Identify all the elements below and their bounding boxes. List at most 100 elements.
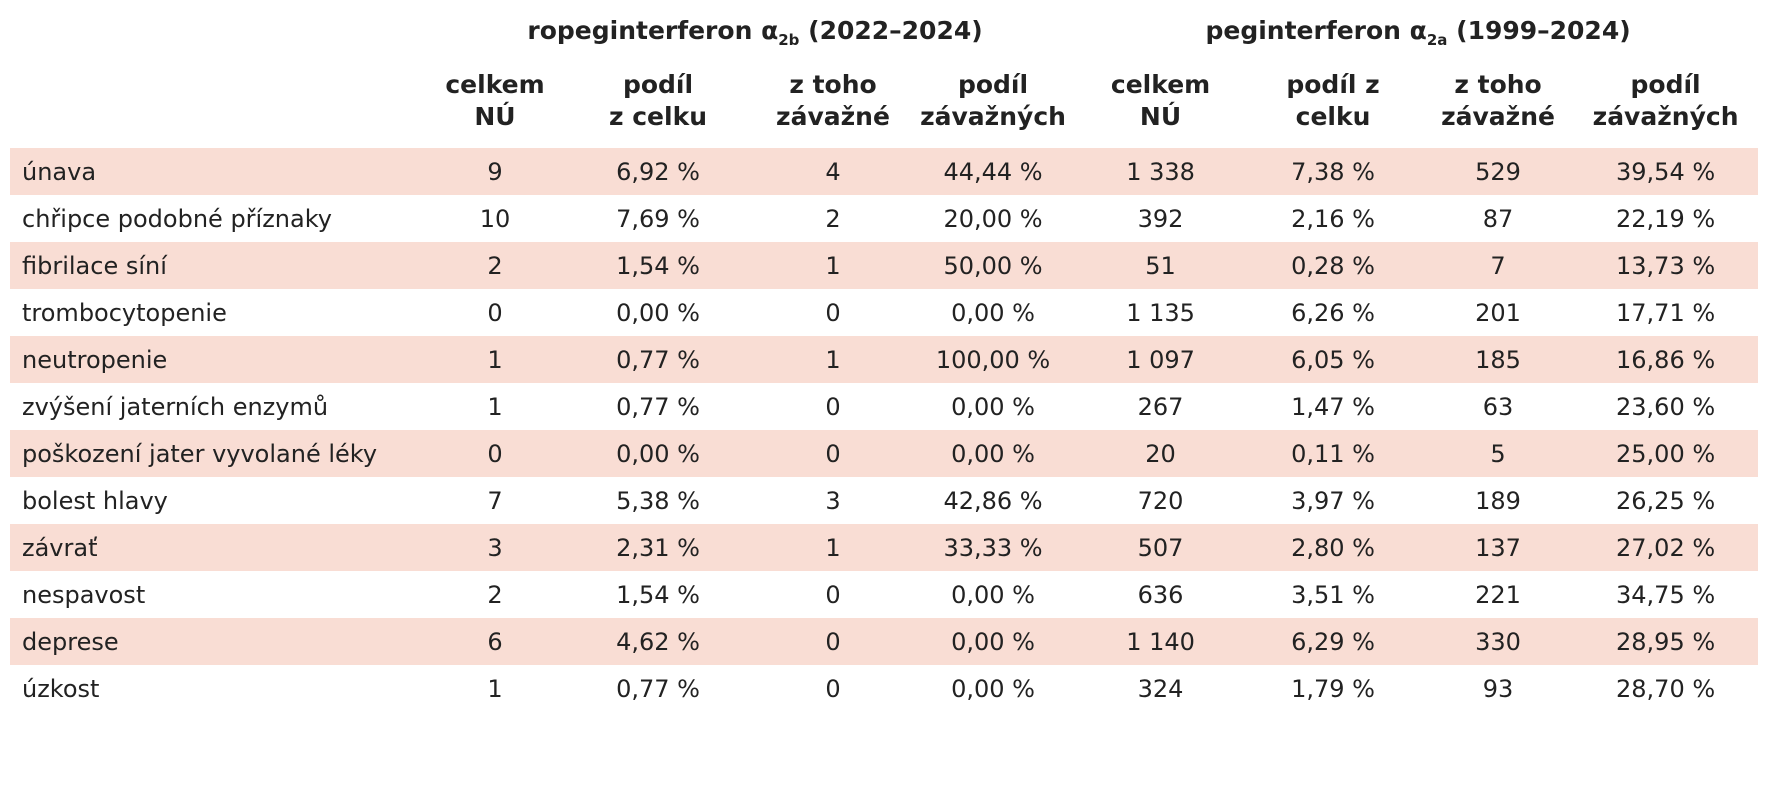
rope-total-cell: 7: [487, 486, 503, 515]
peg-total-cell: 720: [1137, 486, 1184, 515]
peg-total-cell: 636: [1137, 580, 1184, 609]
row-label: závrať: [10, 524, 432, 571]
rope-serious-cell: 1: [758, 336, 908, 383]
peg-serious-cell: 137: [1423, 524, 1574, 571]
row-label: bolest hlavy: [22, 486, 168, 515]
group-header-row: ropeginterferon α2b (2022–2024) peginter…: [10, 0, 1758, 60]
column-header-line1: podíl: [1630, 70, 1701, 99]
peg-serious-share-header: podíl závažných: [1573, 60, 1758, 148]
peg-serious-cell: 189: [1475, 486, 1521, 515]
peg-serious-cell: 63: [1482, 392, 1514, 421]
rope-serious-cell: 0: [758, 618, 908, 665]
peg-share-cell: 6,29 %: [1243, 618, 1424, 665]
peg-total-cell: 1 140: [1078, 618, 1244, 665]
row-label: fibrilace síní: [10, 242, 432, 289]
peg-total-cell: 507: [1078, 524, 1244, 571]
row-label: poškození jater vyvolané léky: [10, 430, 432, 477]
peg-total-cell: 20: [1078, 430, 1244, 477]
rope-share-cell: 6,92 %: [558, 148, 758, 195]
row-label: zvýšení jaterních enzymů: [22, 392, 329, 421]
peg-serious-share-cell: 26,25 %: [1616, 486, 1716, 515]
group-header-ropeginterferon: ropeginterferon α2b (2022–2024): [432, 0, 1078, 60]
table-row: nespavost 2 1,54 % 0 0,00 % 636 3,51 % 221 34,75…: [10, 571, 1758, 618]
group1-subscript: 2b: [778, 30, 800, 49]
rope-share-cell: 5,38 %: [616, 486, 700, 515]
rope-serious-share-cell: 33,33 %: [908, 524, 1079, 571]
table-header: ropeginterferon α2b (2022–2024) peginter…: [10, 0, 1758, 148]
rope-total-cell: 1: [487, 392, 503, 421]
column-header-line1: celkem: [445, 70, 545, 99]
table-row: únava 9 6,92 % 4 44,44 % 1 338 7,38 % 529 39,54 …: [10, 148, 1759, 195]
group2-prefix: peginterferon α: [1205, 15, 1427, 45]
rope-total-cell: 1: [432, 336, 558, 383]
rope-share-cell: 0,77 %: [616, 674, 700, 703]
rope-total-cell: 2: [487, 580, 503, 609]
rope-total-cell: 1: [487, 674, 503, 703]
peg-share-cell: 2,16 %: [1291, 204, 1375, 233]
peg-serious-cell: 529: [1423, 148, 1574, 195]
rope-serious-share-cell: 0,00 %: [908, 618, 1079, 665]
rope-share-cell: 0,00 %: [616, 298, 700, 327]
peg-total-cell: 1 135: [1126, 298, 1195, 327]
rope-total-cell: 6: [432, 618, 558, 665]
rope-serious-cell: 0: [825, 674, 841, 703]
peg-serious-share-cell: 39,54 %: [1573, 148, 1759, 195]
row-label: trombocytopenie: [22, 298, 227, 327]
peg-total-header: celkem NÚ: [1078, 60, 1243, 148]
rope-serious-cell: 0: [758, 430, 908, 477]
rope-serious-share-cell: 20,00 %: [943, 204, 1043, 233]
peg-serious-share-cell: 28,70 %: [1616, 674, 1716, 703]
peg-share-cell: 6,26 %: [1291, 298, 1375, 327]
peg-serious-cell: 93: [1482, 674, 1514, 703]
rope-serious-cell: 4: [758, 148, 908, 195]
rope-serious-cell: 0: [825, 392, 841, 421]
peg-total-cell: 1 097: [1078, 336, 1244, 383]
peg-share-cell: 2,80 %: [1243, 524, 1424, 571]
column-header-line2: závažné: [1441, 102, 1555, 131]
row-label: únava: [10, 148, 432, 195]
peg-serious-cell: 221: [1475, 580, 1521, 609]
rope-total-cell: 0: [432, 430, 558, 477]
rope-serious-cell: 0: [825, 580, 841, 609]
peg-share-cell: 1,79 %: [1291, 674, 1375, 703]
rope-serious-cell: 1: [758, 242, 908, 289]
column-header-line1: podíl: [622, 70, 694, 99]
peg-serious-cell: 7: [1423, 242, 1574, 289]
peg-share-cell: 0,28 %: [1243, 242, 1424, 289]
peg-total-cell: 392: [1137, 204, 1184, 233]
peg-serious-share-cell: 16,86 %: [1573, 336, 1759, 383]
table-row: chřipce podobné příznaky 10 7,69 % 2 20,00 %…: [10, 195, 1758, 242]
rope-serious-share-cell: 0,00 %: [951, 580, 1035, 609]
table-row: neutropenie 1 0,77 % 1 100,00 % 1 097 6,05 % 18…: [10, 336, 1759, 383]
rope-total-cell: 9: [432, 148, 558, 195]
row-label: nespavost: [22, 580, 146, 609]
peg-serious-share-cell: 27,02 %: [1573, 524, 1759, 571]
peg-serious-cell: 330: [1423, 618, 1574, 665]
peg-total-cell: 51: [1078, 242, 1244, 289]
row-label: chřipce podobné příznaky: [22, 204, 332, 233]
group-header-peginterferon: peginterferon α2a (1999–2024): [1078, 0, 1758, 60]
peg-share-cell: 6,05 %: [1243, 336, 1424, 383]
column-header-line2: z celku: [608, 102, 708, 131]
peg-share-header: podíl z celku: [1243, 60, 1423, 148]
peg-share-cell: 7,38 %: [1243, 148, 1424, 195]
rope-share-cell: 4,62 %: [558, 618, 758, 665]
rope-serious-share-cell: 0,00 %: [908, 430, 1079, 477]
table-row: fibrilace síní 2 1,54 % 1 50,00 % 51 0,28 % 7 13…: [10, 242, 1759, 289]
column-header-row: celkem NÚ podíl z celku z toho závažné podíl zá…: [10, 60, 1758, 148]
column-header-line1: podíl z: [1286, 70, 1380, 99]
column-header-line2: závažné: [776, 102, 890, 131]
rope-total-cell: 2: [432, 242, 558, 289]
adverse-events-table: ropeginterferon α2b (2022–2024) peginter…: [10, 0, 1759, 712]
rope-serious-share-cell: 100,00 %: [908, 336, 1079, 383]
rope-serious-cell: 0: [825, 298, 841, 327]
rope-serious-share-header: podíl závažných: [908, 60, 1078, 148]
rope-serious-cell: 1: [758, 524, 908, 571]
peg-serious-cell: 87: [1482, 204, 1514, 233]
table-row: závrať 3 2,31 % 1 33,33 % 507 2,80 % 137 27,02 %: [10, 524, 1759, 571]
rope-serious-share-cell: 50,00 %: [908, 242, 1079, 289]
peg-serious-share-cell: 17,71 %: [1616, 298, 1716, 327]
peg-serious-cell: 185: [1423, 336, 1574, 383]
table-row: trombocytopenie 0 0,00 % 0 0,00 % 1 135 6,26 %…: [10, 289, 1758, 336]
table-row: bolest hlavy 7 5,38 % 3 42,86 % 720 3,97 % 189 2…: [10, 477, 1758, 524]
